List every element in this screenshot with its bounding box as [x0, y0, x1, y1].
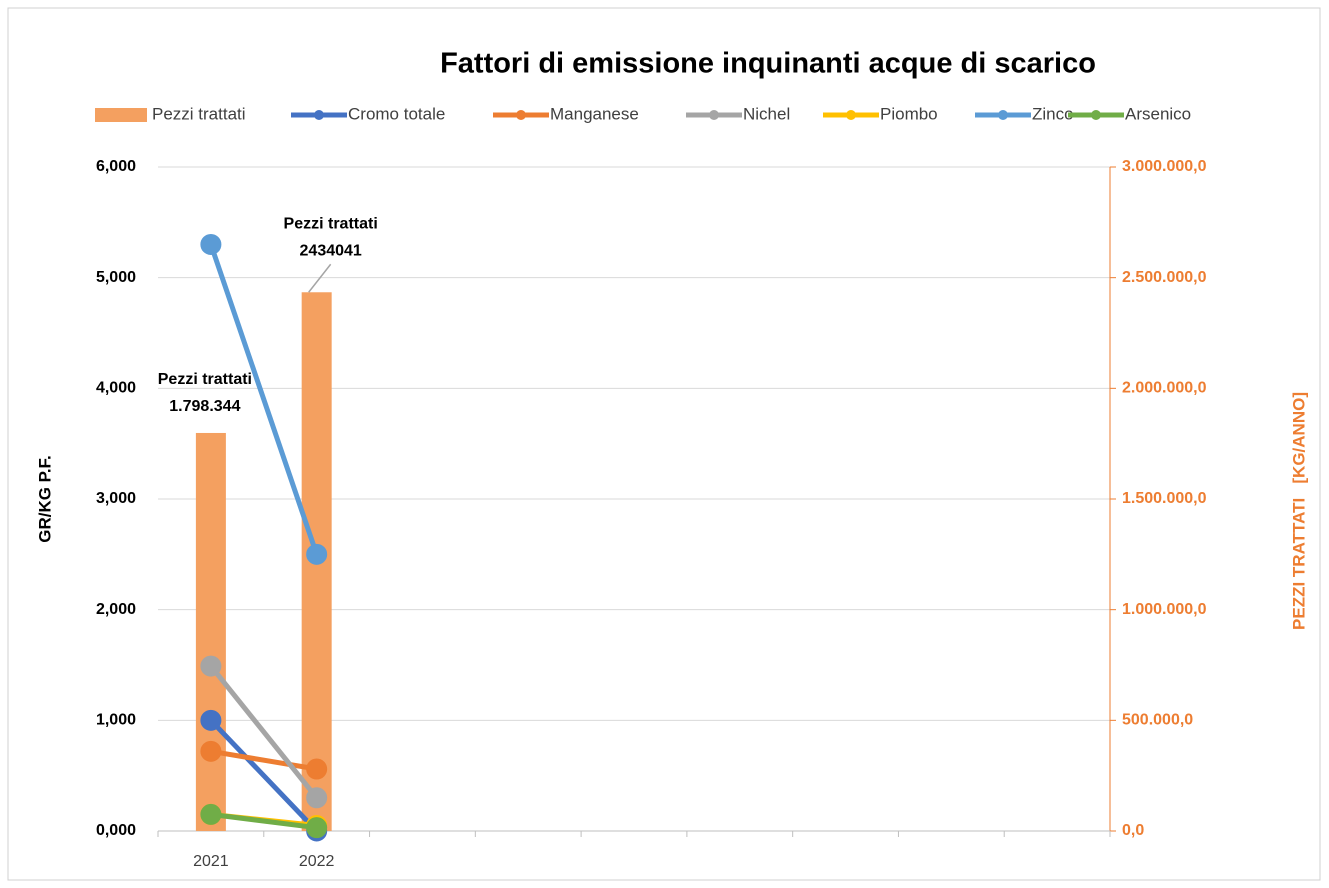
legend-marker [998, 110, 1008, 120]
y2-tick-label: 0,0 [1122, 822, 1144, 839]
line-marker [306, 543, 328, 565]
legend-label: Manganese [550, 104, 639, 123]
y2-tick-label: 2.000.000,0 [1122, 380, 1207, 397]
line [210, 811, 317, 831]
legend-label: Arsenico [1125, 104, 1191, 123]
line-marker [200, 803, 222, 825]
legend-marker [846, 110, 856, 120]
y2-tick-label: 1.500.000,0 [1122, 490, 1207, 507]
line [208, 243, 320, 556]
legend-marker [709, 110, 719, 120]
bar [195, 432, 226, 831]
data-label-name: Pezzi trattati [158, 371, 252, 388]
y2-tick-label: 3.000.000,0 [1122, 158, 1207, 175]
y-tick-label: 0,000 [96, 822, 136, 839]
x-tick-label: 2021 [193, 853, 229, 870]
line-marker [200, 709, 222, 731]
y-tick-label: 3,000 [96, 490, 136, 507]
y-tick-label: 6,000 [96, 158, 136, 175]
line-marker [306, 758, 328, 780]
data-label-value: 1.798.344 [169, 398, 240, 415]
y2-axis-label: PEZZI TRATTATI [KG/ANNO] [1289, 392, 1308, 630]
legend-marker [516, 110, 526, 120]
data-label: Pezzi trattati 1.798.344 [158, 371, 252, 415]
y-tick-label: 1,000 [96, 712, 136, 729]
line-marker [200, 740, 222, 762]
line-marker [200, 655, 222, 677]
x-tick-label: 2022 [299, 853, 335, 870]
line-marker [306, 817, 328, 839]
legend-label: Zinco [1032, 104, 1074, 123]
y-tick-label: 4,000 [96, 380, 136, 397]
data-label-name: Pezzi trattati [284, 215, 378, 232]
line-marker [200, 233, 222, 255]
y2-tick-label: 1.000.000,0 [1122, 601, 1207, 618]
legend-label: Piombo [880, 104, 938, 123]
label-leader [308, 263, 332, 293]
legend-marker [1091, 110, 1101, 120]
legend-swatch [95, 108, 147, 122]
line [210, 748, 318, 772]
line [209, 718, 319, 833]
y-tick-label: 5,000 [96, 269, 136, 286]
y2-tick-label: 500.000,0 [1122, 712, 1193, 729]
legend-label: Cromo totale [348, 104, 445, 123]
legend-marker [314, 110, 324, 120]
y-tick-label: 2,000 [96, 601, 136, 618]
data-label: Pezzi trattati 2434041 [284, 215, 378, 259]
y-axis-label: GR/KG P.F. [35, 455, 54, 543]
y2-tick-label: 2.500.000,0 [1122, 269, 1207, 286]
chart-title: Fattori di emissione inquinanti acque di… [440, 48, 1096, 80]
line [208, 664, 319, 800]
line-marker [306, 787, 328, 809]
legend-label: Nichel [743, 104, 790, 123]
data-label-value: 2434041 [300, 242, 362, 259]
legend-label: Pezzi trattati [152, 104, 246, 123]
